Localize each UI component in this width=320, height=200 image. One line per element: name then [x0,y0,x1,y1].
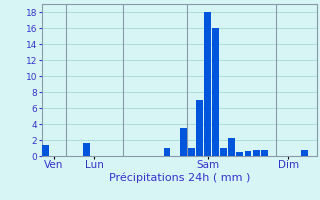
Bar [196,100,203,156]
Bar [228,138,235,156]
Bar [253,150,260,156]
Bar [188,148,195,156]
Bar [42,145,49,156]
Bar [164,148,171,156]
Bar [301,150,308,156]
Bar [244,151,252,156]
Bar [204,12,211,156]
Bar [220,148,227,156]
X-axis label: Précipitations 24h ( mm ): Précipitations 24h ( mm ) [108,173,250,183]
Bar [180,128,187,156]
Bar [83,143,90,156]
Bar [236,152,243,156]
Bar [261,150,268,156]
Bar [212,28,219,156]
